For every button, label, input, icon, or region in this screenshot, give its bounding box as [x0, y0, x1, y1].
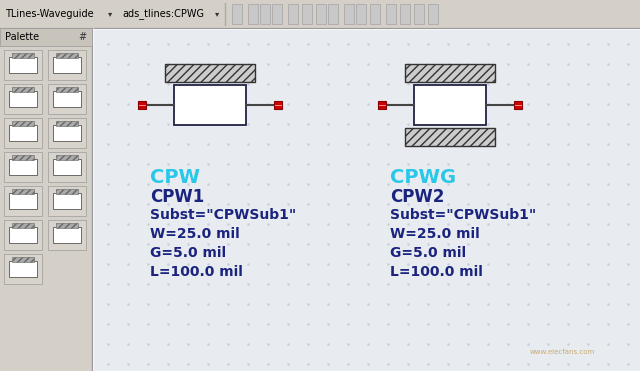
Text: CPW2: CPW2 — [390, 188, 444, 206]
Bar — [53, 193, 81, 209]
Bar — [232, 4, 242, 24]
Bar — [248, 4, 258, 24]
Text: G=5.0 mil: G=5.0 mil — [150, 246, 226, 260]
Text: G=5.0 mil: G=5.0 mil — [390, 246, 466, 260]
Bar — [165, 64, 255, 82]
Text: #: # — [78, 32, 86, 42]
Bar — [4, 152, 42, 182]
Bar — [56, 87, 78, 92]
Bar — [400, 4, 410, 24]
Bar — [9, 57, 37, 73]
Bar — [405, 128, 495, 146]
Text: Subst="CPWSub1": Subst="CPWSub1" — [150, 208, 296, 222]
Bar — [12, 257, 34, 262]
Bar — [56, 121, 78, 126]
Bar — [9, 159, 37, 175]
Bar — [12, 87, 34, 92]
Bar — [56, 53, 78, 58]
Bar — [56, 189, 78, 194]
Bar — [53, 227, 81, 243]
Bar — [288, 4, 298, 24]
Bar — [316, 4, 326, 24]
Bar — [302, 4, 312, 24]
Bar — [4, 186, 42, 216]
Text: Subst="CPWSub1": Subst="CPWSub1" — [390, 208, 536, 222]
Bar — [9, 261, 37, 277]
Bar — [48, 50, 86, 80]
Bar — [174, 85, 246, 125]
Text: W=25.0 mil: W=25.0 mil — [150, 227, 240, 241]
Bar — [138, 101, 146, 109]
Bar — [356, 4, 366, 24]
Bar — [48, 152, 86, 182]
Bar — [12, 53, 34, 58]
Text: www.elecfans.com: www.elecfans.com — [530, 349, 595, 355]
Bar — [4, 220, 42, 250]
Text: TLines-Waveguide: TLines-Waveguide — [5, 9, 93, 19]
Bar — [378, 101, 386, 109]
Text: CPW: CPW — [150, 168, 200, 187]
Text: ▾: ▾ — [108, 10, 112, 19]
Bar — [94, 29, 640, 371]
Bar — [274, 101, 282, 109]
Bar — [48, 84, 86, 114]
Bar — [370, 4, 380, 24]
Bar — [48, 186, 86, 216]
Bar — [4, 84, 42, 114]
Bar — [56, 155, 78, 160]
Bar — [0, 28, 92, 371]
Bar — [344, 4, 354, 24]
Text: ads_tlines:CPWG: ads_tlines:CPWG — [122, 9, 204, 19]
Bar — [260, 4, 270, 24]
Bar — [514, 101, 522, 109]
Bar — [12, 223, 34, 228]
Bar — [9, 227, 37, 243]
Text: L=100.0 mil: L=100.0 mil — [390, 265, 483, 279]
Bar — [386, 4, 396, 24]
Text: W=25.0 mil: W=25.0 mil — [390, 227, 480, 241]
Bar — [53, 125, 81, 141]
Bar — [0, 0, 640, 28]
Bar — [272, 4, 282, 24]
Bar — [12, 121, 34, 126]
Text: CPWG: CPWG — [390, 168, 456, 187]
Bar — [405, 64, 495, 82]
Bar — [328, 4, 338, 24]
Bar — [53, 91, 81, 107]
Text: CPW1: CPW1 — [150, 188, 204, 206]
Bar — [9, 193, 37, 209]
Text: L=100.0 mil: L=100.0 mil — [150, 265, 243, 279]
Bar — [12, 189, 34, 194]
Bar — [53, 159, 81, 175]
Bar — [12, 155, 34, 160]
Bar — [48, 118, 86, 148]
Bar — [4, 118, 42, 148]
Bar — [414, 4, 424, 24]
Bar — [414, 85, 486, 125]
Text: Palette: Palette — [5, 32, 39, 42]
Bar — [48, 220, 86, 250]
Bar — [4, 50, 42, 80]
Bar — [56, 223, 78, 228]
Bar — [428, 4, 438, 24]
Bar — [0, 28, 92, 46]
Bar — [9, 91, 37, 107]
Text: ▾: ▾ — [215, 10, 220, 19]
Bar — [53, 57, 81, 73]
Bar — [9, 125, 37, 141]
Bar — [4, 254, 42, 284]
